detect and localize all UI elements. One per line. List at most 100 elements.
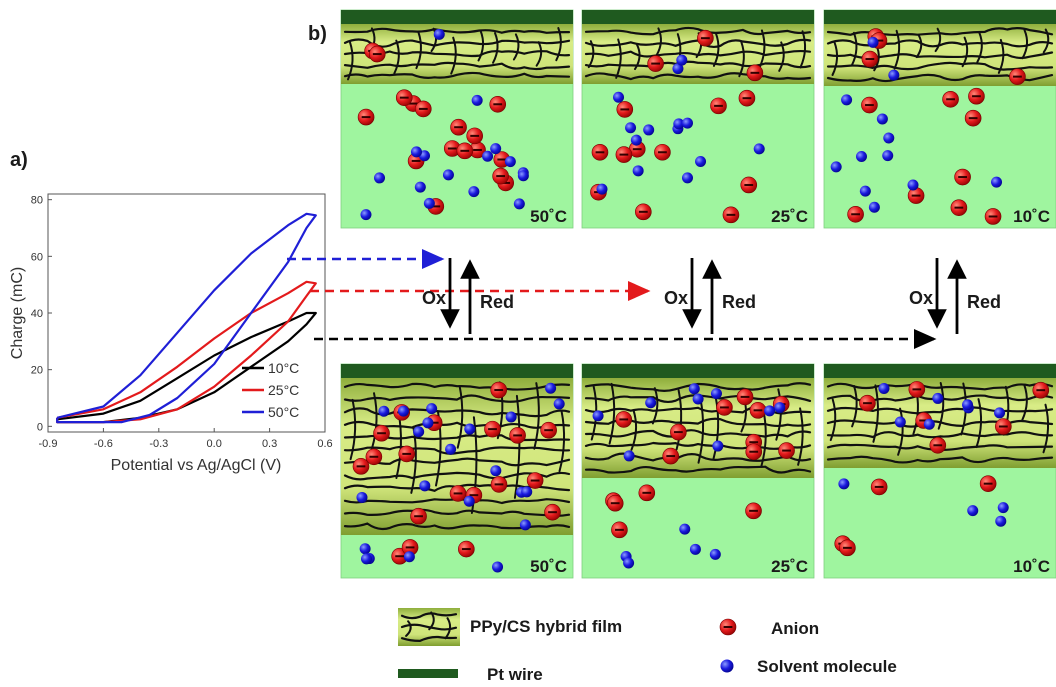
anion	[839, 539, 856, 557]
polymer-chain	[343, 522, 571, 531]
anion	[373, 424, 390, 442]
anion	[352, 458, 370, 475]
ox-label-1: Ox	[664, 288, 688, 308]
anion	[647, 55, 664, 72]
anion	[746, 64, 764, 82]
anion	[489, 95, 507, 113]
polymer-chain	[797, 407, 804, 466]
anion	[749, 402, 767, 419]
solvent-molecule	[709, 548, 721, 560]
film-legend-label: PPy/CS hybrid film	[470, 617, 622, 636]
polymer-chain	[997, 38, 1005, 74]
solvent-molecule	[419, 480, 431, 492]
anion	[449, 485, 467, 502]
solvent-molecule	[374, 172, 386, 184]
solvent-molecule	[463, 495, 475, 507]
solvent-molecule	[521, 486, 533, 498]
solvent-molecule	[625, 122, 637, 134]
polymer-chain	[829, 398, 837, 442]
polymer-chain	[961, 36, 969, 68]
polymer-chain	[343, 394, 571, 403]
anion	[861, 50, 879, 68]
anion	[662, 447, 680, 465]
solvent-molecule	[710, 388, 722, 400]
red-label-0: Red	[480, 292, 514, 312]
polymer-chain	[492, 32, 499, 64]
solvent-molecule	[623, 450, 635, 462]
solvent-molecule	[490, 465, 502, 477]
polymer-chain	[415, 31, 422, 70]
polymer-chain	[872, 384, 879, 443]
panel-b-label: b)	[308, 23, 327, 45]
anion	[929, 436, 947, 454]
solvent-molecule	[414, 181, 426, 193]
anion	[368, 45, 386, 63]
anion	[964, 109, 982, 127]
polymer-chain	[712, 395, 720, 460]
solvent-molecule	[410, 146, 422, 158]
polymer-chain	[343, 38, 571, 48]
polymer-chain	[712, 32, 720, 67]
anion	[736, 388, 754, 406]
solvent-molecule	[623, 557, 635, 569]
solvent-molecule	[932, 392, 944, 404]
polymer-chain	[975, 398, 983, 449]
anion	[492, 167, 509, 185]
pt-wire	[824, 364, 1056, 378]
polymer-chain	[584, 465, 812, 474]
x-tick-label: 0.6	[317, 438, 332, 450]
anion	[716, 399, 733, 416]
anion	[509, 427, 526, 444]
cv-curves	[56, 212, 317, 424]
polymer-chain	[697, 397, 705, 464]
solvent-molecule	[360, 209, 372, 221]
film-legend-swatch	[398, 608, 460, 646]
y-tick-label: 60	[31, 251, 43, 263]
polymer-chain	[584, 441, 812, 450]
polymer-chain	[584, 429, 812, 438]
x-axis-title: Potential vs Ag/AgCl (V)	[111, 457, 282, 474]
legend-entry-0: 10°C	[268, 360, 299, 376]
polymer-chain	[615, 38, 622, 79]
temperature-label: 25˚C	[771, 207, 808, 226]
anion	[738, 89, 756, 107]
ppy-film	[824, 378, 1056, 468]
panel-a-label: a)	[10, 149, 28, 171]
polymer-chain	[343, 71, 571, 79]
solvent-molecule	[681, 172, 693, 184]
solvent-molecule	[838, 478, 850, 490]
anion	[458, 540, 475, 558]
solvent-molecule	[442, 169, 454, 181]
solvent-molecule	[613, 91, 625, 103]
anion	[984, 208, 1002, 225]
anion	[638, 484, 656, 502]
anion	[968, 87, 985, 105]
solvent-molecule	[689, 543, 701, 555]
x-tick-label: -0.3	[149, 438, 168, 450]
polymer-chain	[1042, 403, 1050, 454]
anion	[778, 442, 795, 459]
pt-wire	[341, 10, 573, 24]
solvent-molecule	[907, 179, 919, 191]
polymer-chain	[937, 382, 945, 430]
anion	[365, 448, 383, 466]
polymer-chain	[343, 61, 571, 71]
anion	[745, 502, 762, 520]
polymer-chain	[1021, 383, 1028, 421]
anion	[740, 176, 758, 194]
polymer-chain	[630, 409, 638, 451]
top-panel-0: 50˚C	[340, 9, 574, 229]
temperature-label: 10˚C	[1013, 557, 1050, 576]
polymer-chain	[558, 409, 566, 473]
polymer-chain	[634, 43, 641, 71]
solvent-molecule	[830, 161, 842, 173]
polymer-chain	[456, 385, 464, 449]
pt-wire	[341, 364, 573, 378]
chart-legend: 10°C 25°C 50°C	[242, 360, 299, 420]
solvent-molecule	[519, 519, 531, 531]
solvent-molecule	[672, 63, 684, 75]
anion	[950, 199, 968, 216]
anion	[615, 411, 633, 428]
solvent-molecule	[464, 423, 476, 435]
